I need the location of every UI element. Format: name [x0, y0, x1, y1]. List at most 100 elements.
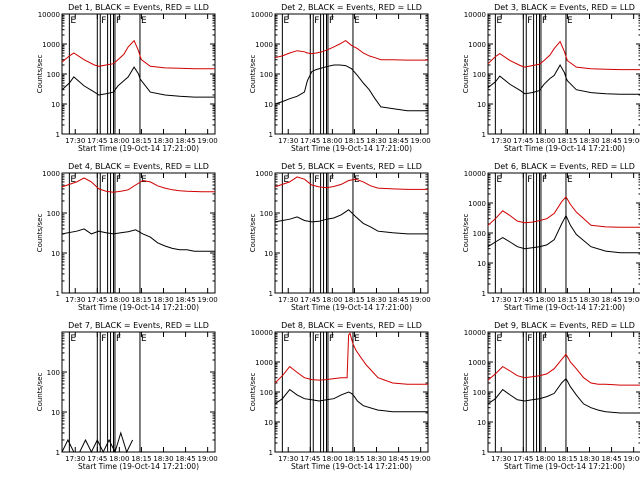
x-axis-label: Start Time (19-Oct-14 17:21:00)	[291, 462, 412, 471]
x-axis-label: Start Time (19-Oct-14 17:21:00)	[504, 303, 625, 312]
flag-letter: E	[567, 16, 573, 26]
panel-title: Det 9, BLACK = Events, RED = LLD	[494, 321, 635, 330]
flag-letter: F	[329, 334, 334, 344]
panel-title: Det 2, BLACK = Events, RED = LLD	[281, 3, 422, 12]
series-line-lld	[274, 39, 428, 61]
detector-panel-8: Det 8, BLACK = Events, RED = LLD 1 10 100 10…	[249, 321, 431, 471]
x-tick-label: 18:30	[153, 296, 173, 304]
y-axis-label: Counts/sec	[462, 214, 470, 253]
x-tick-label: 17:45	[300, 455, 320, 463]
x-axis-label: Start Time (19-Oct-14 17:21:00)	[504, 462, 625, 471]
flag-letter: F	[116, 175, 121, 185]
x-tick-label: 19:00	[624, 137, 640, 145]
panel-title: Det 6, BLACK = Events, RED = LLD	[494, 162, 635, 171]
x-tick-label: 17:30	[491, 455, 511, 463]
flag-letter: F	[314, 16, 319, 26]
x-tick-label: 18:30	[579, 455, 599, 463]
flag-letter: F	[527, 175, 532, 185]
flag-letter: F	[527, 16, 532, 26]
y-tick-label: 1000	[468, 200, 486, 208]
plot-frame	[274, 172, 429, 294]
x-axis-label: Start Time (19-Oct-14 17:21:00)	[78, 462, 199, 471]
y-tick-label: 1000	[42, 170, 60, 178]
x-tick-label: 18:30	[366, 296, 386, 304]
panel-title: Det 3, BLACK = Events, RED = LLD	[494, 3, 635, 12]
x-tick-label: 18:45	[388, 455, 408, 463]
flag-letter: F	[116, 334, 121, 344]
x-tick-label: 18:00	[109, 455, 129, 463]
plot-frame	[61, 331, 216, 453]
x-tick-label: 18:45	[601, 455, 621, 463]
x-tick-label: 19:00	[624, 455, 640, 463]
x-tick-label: 18:15	[344, 137, 364, 145]
series-line-events	[61, 228, 215, 252]
y-tick-label: 1	[482, 290, 486, 298]
x-tick-label: 18:45	[175, 137, 195, 145]
y-tick-label: 1000	[42, 41, 60, 49]
x-tick-label: 19:00	[411, 137, 431, 145]
y-tick-label: 10	[264, 250, 273, 258]
x-axis-label: Start Time (19-Oct-14 17:21:00)	[78, 303, 199, 312]
flag-letter: F	[329, 16, 334, 26]
flag-letter: F	[527, 334, 532, 344]
series-line-lld	[274, 176, 428, 190]
series-line-lld	[274, 332, 428, 385]
y-axis-label: Counts/sec	[249, 214, 257, 253]
x-tick-label: 17:45	[87, 455, 107, 463]
detector-panel-7: Det 7, BLACK = Events, RED = LLD 1 10 100 17…	[36, 321, 218, 471]
flag-letter: E	[496, 16, 502, 26]
flag-letter: F	[542, 334, 547, 344]
y-tick-label: 10	[264, 101, 273, 109]
x-tick-label: 17:30	[65, 137, 85, 145]
x-axis-label: Start Time (19-Oct-14 17:21:00)	[78, 144, 199, 153]
y-tick-label: 1	[482, 131, 486, 139]
flag-letter: E	[70, 16, 76, 26]
x-tick-label: 18:30	[579, 296, 599, 304]
series-line-events	[61, 66, 215, 98]
plot-frame	[487, 172, 640, 294]
flag-letter: F	[542, 175, 547, 185]
flag-letter: F	[101, 175, 106, 185]
x-tick-label: 17:30	[491, 137, 511, 145]
panel-title: Det 8, BLACK = Events, RED = LLD	[281, 321, 422, 330]
y-tick-label: 10000	[38, 11, 60, 19]
x-tick-label: 17:30	[65, 455, 85, 463]
flag-letter: F	[101, 334, 106, 344]
flag-letter: F	[314, 334, 319, 344]
plot-frame	[487, 13, 640, 135]
y-tick-label: 10	[51, 250, 60, 258]
series-line-events	[487, 63, 640, 95]
plot-frame	[274, 13, 429, 135]
x-tick-label: 18:45	[388, 296, 408, 304]
panel-title: Det 7, BLACK = Events, RED = LLD	[68, 321, 209, 330]
x-tick-label: 17:45	[513, 296, 533, 304]
y-axis-label: Counts/sec	[249, 55, 257, 94]
x-tick-label: 18:00	[322, 137, 342, 145]
x-tick-label: 18:00	[535, 137, 555, 145]
x-tick-label: 18:30	[153, 455, 173, 463]
y-tick-label: 100	[47, 71, 60, 79]
y-tick-label: 1	[56, 131, 60, 139]
flag-letter: E	[496, 175, 502, 185]
y-tick-label: 1	[269, 290, 273, 298]
series-line-lld	[487, 40, 640, 71]
y-axis-label: Counts/sec	[462, 55, 470, 94]
x-tick-label: 18:00	[535, 296, 555, 304]
x-tick-label: 18:30	[366, 137, 386, 145]
x-tick-label: 19:00	[198, 296, 218, 304]
flag-letter: F	[329, 175, 334, 185]
series-line-events	[274, 64, 428, 112]
detector-panel-4: Det 4, BLACK = Events, RED = LLD 1 10 100 10…	[36, 162, 218, 312]
x-tick-label: 17:45	[87, 296, 107, 304]
y-tick-label: 1000	[468, 359, 486, 367]
x-tick-label: 18:45	[601, 137, 621, 145]
detector-panel-6: Det 6, BLACK = Events, RED = LLD 1 10 100 10…	[462, 162, 640, 312]
x-axis-label: Start Time (19-Oct-14 17:21:00)	[504, 144, 625, 153]
panel-title: Det 1, BLACK = Events, RED = LLD	[68, 3, 209, 12]
y-tick-label: 100	[47, 369, 60, 377]
y-tick-label: 100	[473, 230, 486, 238]
flag-letter: F	[116, 16, 121, 26]
x-tick-label: 17:45	[300, 296, 320, 304]
